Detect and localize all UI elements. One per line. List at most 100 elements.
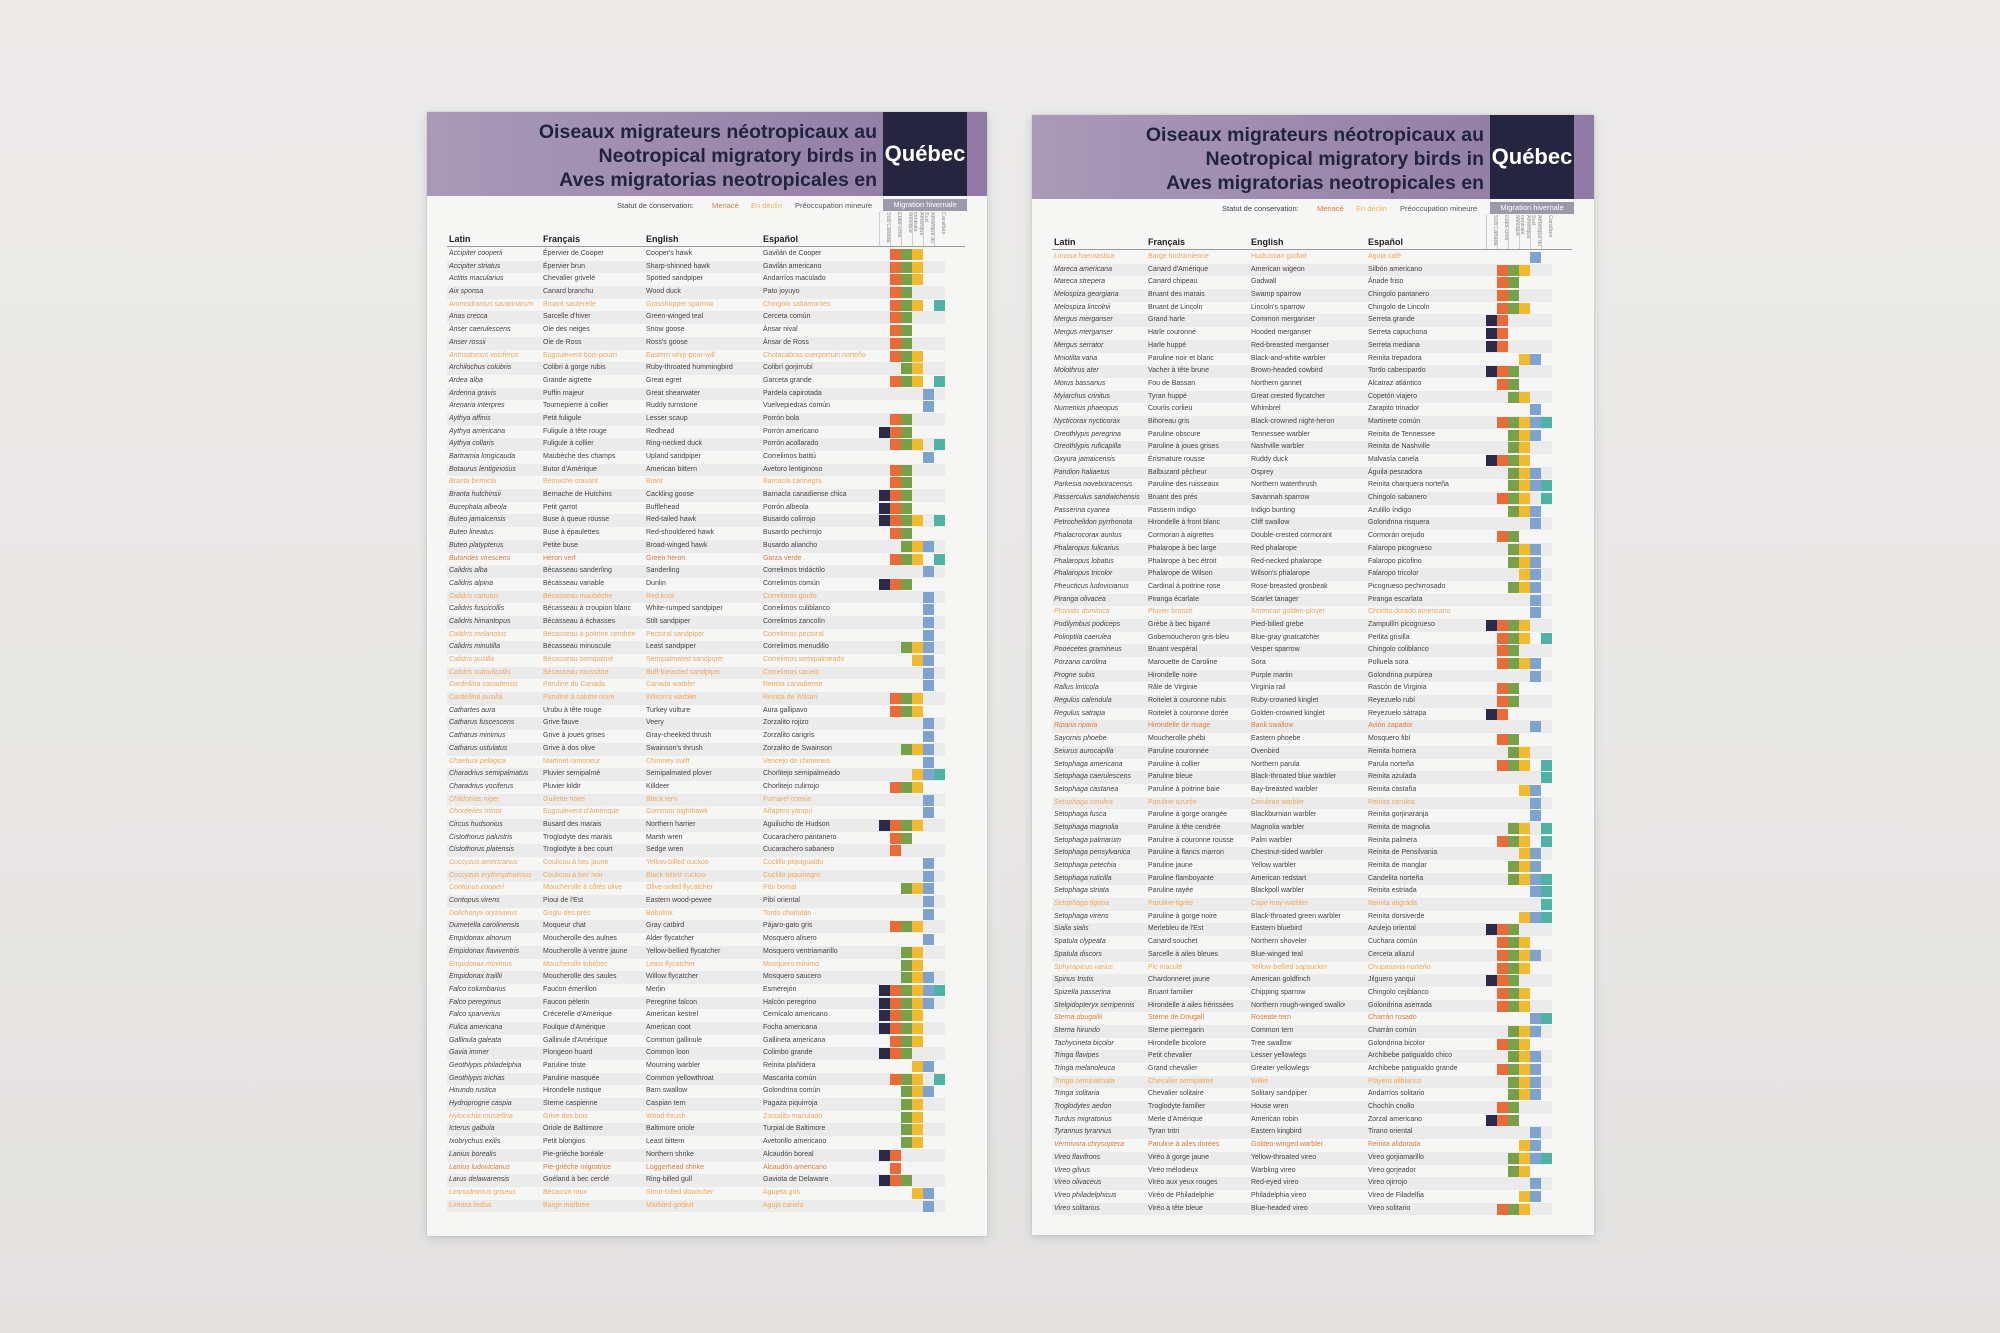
region-cell <box>1508 962 1519 974</box>
region-cell <box>1508 416 1519 428</box>
spanish-name: Reinita de Tennessee <box>1368 430 1436 438</box>
spanish-name: Parula norteña <box>1368 760 1414 768</box>
table-row: Calidris subruficollis Bécasseau roussâtr… <box>447 666 945 680</box>
french-name: Paruline à poitrine baie <box>1148 785 1220 793</box>
english-name: Ruby-crowned kinglet <box>1251 697 1319 705</box>
region-cell <box>890 553 901 565</box>
english-name: Eastern kingbird <box>1251 1128 1302 1136</box>
region-cell <box>890 984 901 996</box>
latin-name: Catharus fuscescens <box>449 719 515 727</box>
spanish-name: Mosquero alisero <box>763 935 817 943</box>
french-name: Butor d'Amérique <box>543 465 597 473</box>
spanish-name: Rascón de Virginia <box>1368 684 1427 692</box>
latin-name: Aythya americana <box>449 427 505 435</box>
english-name: Blackburnian warbler <box>1251 811 1317 819</box>
spanish-name: Alcaudón americano <box>763 1163 827 1171</box>
english-name: Ring-billed gull <box>646 1176 692 1184</box>
region-cell <box>1541 480 1552 492</box>
region-cell <box>901 1111 912 1123</box>
french-name: Petit garrot <box>543 503 578 511</box>
latin-name: Oreothlypis peregrina <box>1054 430 1121 438</box>
french-name: Faucon émerillon <box>543 985 597 993</box>
region-cell <box>1508 822 1519 834</box>
spanish-name: Silbón americano <box>1368 265 1423 273</box>
latin-name: Anas crecca <box>449 313 488 321</box>
region-cell <box>923 452 934 463</box>
spanish-name: Chochín criollo <box>1368 1103 1415 1111</box>
region-cell <box>890 312 901 324</box>
latin-name: Setophaga castanea <box>1054 785 1119 793</box>
french-name: Hirondelle bicolore <box>1148 1039 1206 1047</box>
english-name: Merlin <box>646 985 666 993</box>
region-cell <box>923 1086 934 1098</box>
region-cell <box>1508 632 1519 644</box>
spanish-name: Golondrina aserrada <box>1368 1001 1432 1009</box>
english-name: Common yellowthroat <box>646 1074 714 1082</box>
french-name: Paruline rayée <box>1148 887 1194 895</box>
table-row: Setophaga ruticilla Paruline flamboyante A… <box>1052 872 1552 886</box>
english-name: Bufflehead <box>646 503 680 511</box>
region-cell <box>1508 1038 1519 1050</box>
english-name: Golden-crowned kinglet <box>1251 709 1325 717</box>
spanish-name: Golondrina purpúrea <box>1368 671 1433 679</box>
region-cell <box>923 629 934 641</box>
region-cell <box>912 655 923 666</box>
latin-name: Turdus migratorius <box>1054 1115 1112 1123</box>
french-name: Martinet ramoneur <box>543 757 601 765</box>
spanish-name: Tordo cabecipardo <box>1368 367 1426 375</box>
region-cell <box>1508 1102 1519 1114</box>
region-cell <box>934 299 945 311</box>
english-name: Northern harrier <box>646 820 696 828</box>
region-cell <box>912 1187 923 1199</box>
latin-name: Bartramia longicauda <box>449 453 516 460</box>
english-name: Cliff swallow <box>1251 519 1290 527</box>
region-cell <box>901 261 912 273</box>
region-cell <box>879 1149 890 1161</box>
region-cell <box>912 1099 923 1111</box>
english-name: Eastern bluebird <box>1251 925 1302 933</box>
spanish-name: Andarríos maculado <box>763 275 826 283</box>
poster-titles: Oiseaux migrateurs néotropicaux au Neotr… <box>539 120 877 192</box>
latin-name: Setophaga americana <box>1054 760 1123 768</box>
region-cell <box>923 1200 934 1212</box>
latin-name: Seiurus aurocapilla <box>1054 747 1114 755</box>
region-cell <box>1497 264 1508 276</box>
english-name: American wigeon <box>1251 265 1305 273</box>
french-name: Tyran tritri <box>1148 1128 1180 1136</box>
region-cell <box>1530 1025 1541 1037</box>
french-name: Piranga écarlate <box>1148 595 1199 603</box>
region-cell <box>1541 899 1552 911</box>
table-row: Catharus minimus Grive à joues grises Gray… <box>447 730 945 743</box>
region-cell <box>1519 1038 1530 1050</box>
french-name: Chardonneret jaune <box>1148 976 1210 984</box>
english-name: Roseate tern <box>1251 1014 1292 1022</box>
spanish-name: Reyezuelo rubí <box>1368 697 1416 705</box>
region-cell <box>1497 1038 1508 1050</box>
status-label: Statut de conservation: <box>617 201 694 210</box>
region-cell <box>1508 1089 1519 1101</box>
english-name: Cape may warbler <box>1251 900 1308 908</box>
english-name: Chestnut-sided warbler <box>1251 849 1323 857</box>
spanish-name: Fumarel común <box>763 795 812 803</box>
header-rule <box>447 246 965 247</box>
status-declin: En déclin <box>751 201 782 210</box>
region-cell <box>901 997 912 1009</box>
region-cell <box>1530 1190 1541 1202</box>
region-cell <box>923 718 934 730</box>
spanish-name: Piranga escarlata <box>1368 595 1423 603</box>
french-name: Paruline obscure <box>1148 430 1201 438</box>
english-name: Gray catbird <box>646 922 685 930</box>
english-name: Caspian tern <box>646 1100 686 1108</box>
latin-name: Spinus tristis <box>1054 976 1094 984</box>
table-row: Podilymbus podiceps Grèbe à bec bigarré Pi… <box>1052 618 1552 632</box>
french-name: Grande aigrette <box>543 376 592 384</box>
spanish-name: Reinita de Wilson <box>763 694 818 702</box>
table-row: Setophaga cerulea Paruline azurée Cerulean… <box>1052 796 1552 810</box>
region-cell <box>1519 1051 1530 1063</box>
spanish-name: Correlimos canelo <box>763 668 820 676</box>
french-name: Viréo mélodieux <box>1148 1166 1199 1174</box>
region-cell <box>1530 1152 1541 1164</box>
spanish-name: Perlita grisilla <box>1368 633 1410 641</box>
english-name: Wilson's phalarope <box>1251 570 1310 578</box>
region-cell <box>1497 1000 1508 1012</box>
